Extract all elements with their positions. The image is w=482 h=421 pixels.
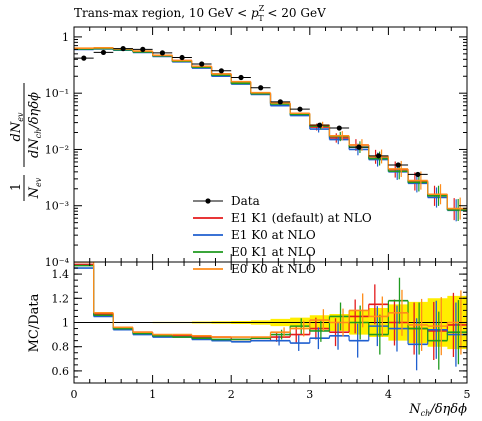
ratio-xtick-label: 3 — [306, 388, 313, 401]
data-point — [336, 125, 342, 131]
main-series-3 — [74, 47, 467, 220]
legend: Data E1 K1 (default) at NLO E1 K0 at NLO E0… — [193, 194, 372, 276]
data-point — [120, 45, 126, 52]
data-point — [140, 46, 146, 52]
ylabel-frac-num: 1 — [9, 183, 24, 191]
data-point — [179, 54, 185, 61]
ratio-ytick-label: 0.6 — [52, 365, 70, 378]
main-ytick-label: 1 — [62, 31, 69, 44]
data-point — [356, 144, 362, 150]
legend-label: Data — [231, 194, 260, 208]
legend-data-marker — [205, 198, 211, 204]
data-point — [258, 85, 264, 91]
data-point — [81, 55, 87, 61]
data-point — [277, 99, 283, 105]
ratio-plot-area — [74, 262, 467, 371]
ylabel-frac-den: Nev — [27, 177, 43, 199]
ratio-ytick-label: 1.4 — [52, 268, 70, 281]
ratio-series-2 — [74, 264, 467, 370]
data-point — [297, 106, 303, 112]
main-series-1 — [74, 48, 467, 222]
ratio-xtick-label: 2 — [228, 388, 235, 401]
chart-title: Trans-max region, 10 GeV < pZ T < 20 GeV — [74, 4, 326, 23]
ratio-ytick-label: 0.8 — [52, 341, 70, 354]
main-ytick-label: 10⁻⁴ — [45, 256, 70, 269]
data-point — [199, 61, 205, 67]
legend-label: E0 K0 at NLO — [231, 262, 316, 276]
ratio-xtick-label: 0 — [71, 388, 78, 401]
data-point — [159, 50, 166, 56]
data-point — [375, 153, 382, 159]
ratio-series-3 — [74, 262, 467, 356]
ylabel-num2: dNev — [9, 112, 25, 141]
ratio-xtick-label: 5 — [464, 388, 471, 401]
ratio-ylabel: MC/Data — [27, 293, 42, 352]
ratio-xtick-label: 1 — [149, 388, 156, 401]
legend-label: E1 K0 at NLO — [231, 228, 316, 242]
main-frame — [73, 26, 468, 263]
legend-label: E0 K1 at NLO — [231, 245, 316, 259]
ylabel-den2: dNch/δηδϕ — [27, 92, 43, 158]
data-point — [218, 68, 224, 74]
data-point — [395, 162, 401, 168]
data-point — [100, 49, 107, 56]
main-ytick-label: 10⁻¹ — [45, 87, 69, 100]
data-point — [238, 74, 244, 81]
data-point — [317, 122, 323, 128]
ratio-ytick-label: 1.2 — [52, 292, 70, 305]
main-series-0 — [74, 47, 467, 221]
main-ytick-label: 10⁻³ — [45, 200, 69, 213]
legend-label: E1 K1 (default) at NLO — [231, 211, 372, 225]
main-plot-area — [74, 45, 467, 222]
main-ytick-label: 10⁻² — [45, 143, 69, 156]
xaxis-label: Nch/δηδϕ — [408, 402, 467, 418]
ratio-xtick-label: 4 — [385, 388, 392, 401]
main-series-2 — [74, 47, 467, 222]
ratio-ytick-label: 1 — [62, 317, 69, 330]
data-series — [74, 45, 428, 178]
data-point — [415, 171, 421, 178]
